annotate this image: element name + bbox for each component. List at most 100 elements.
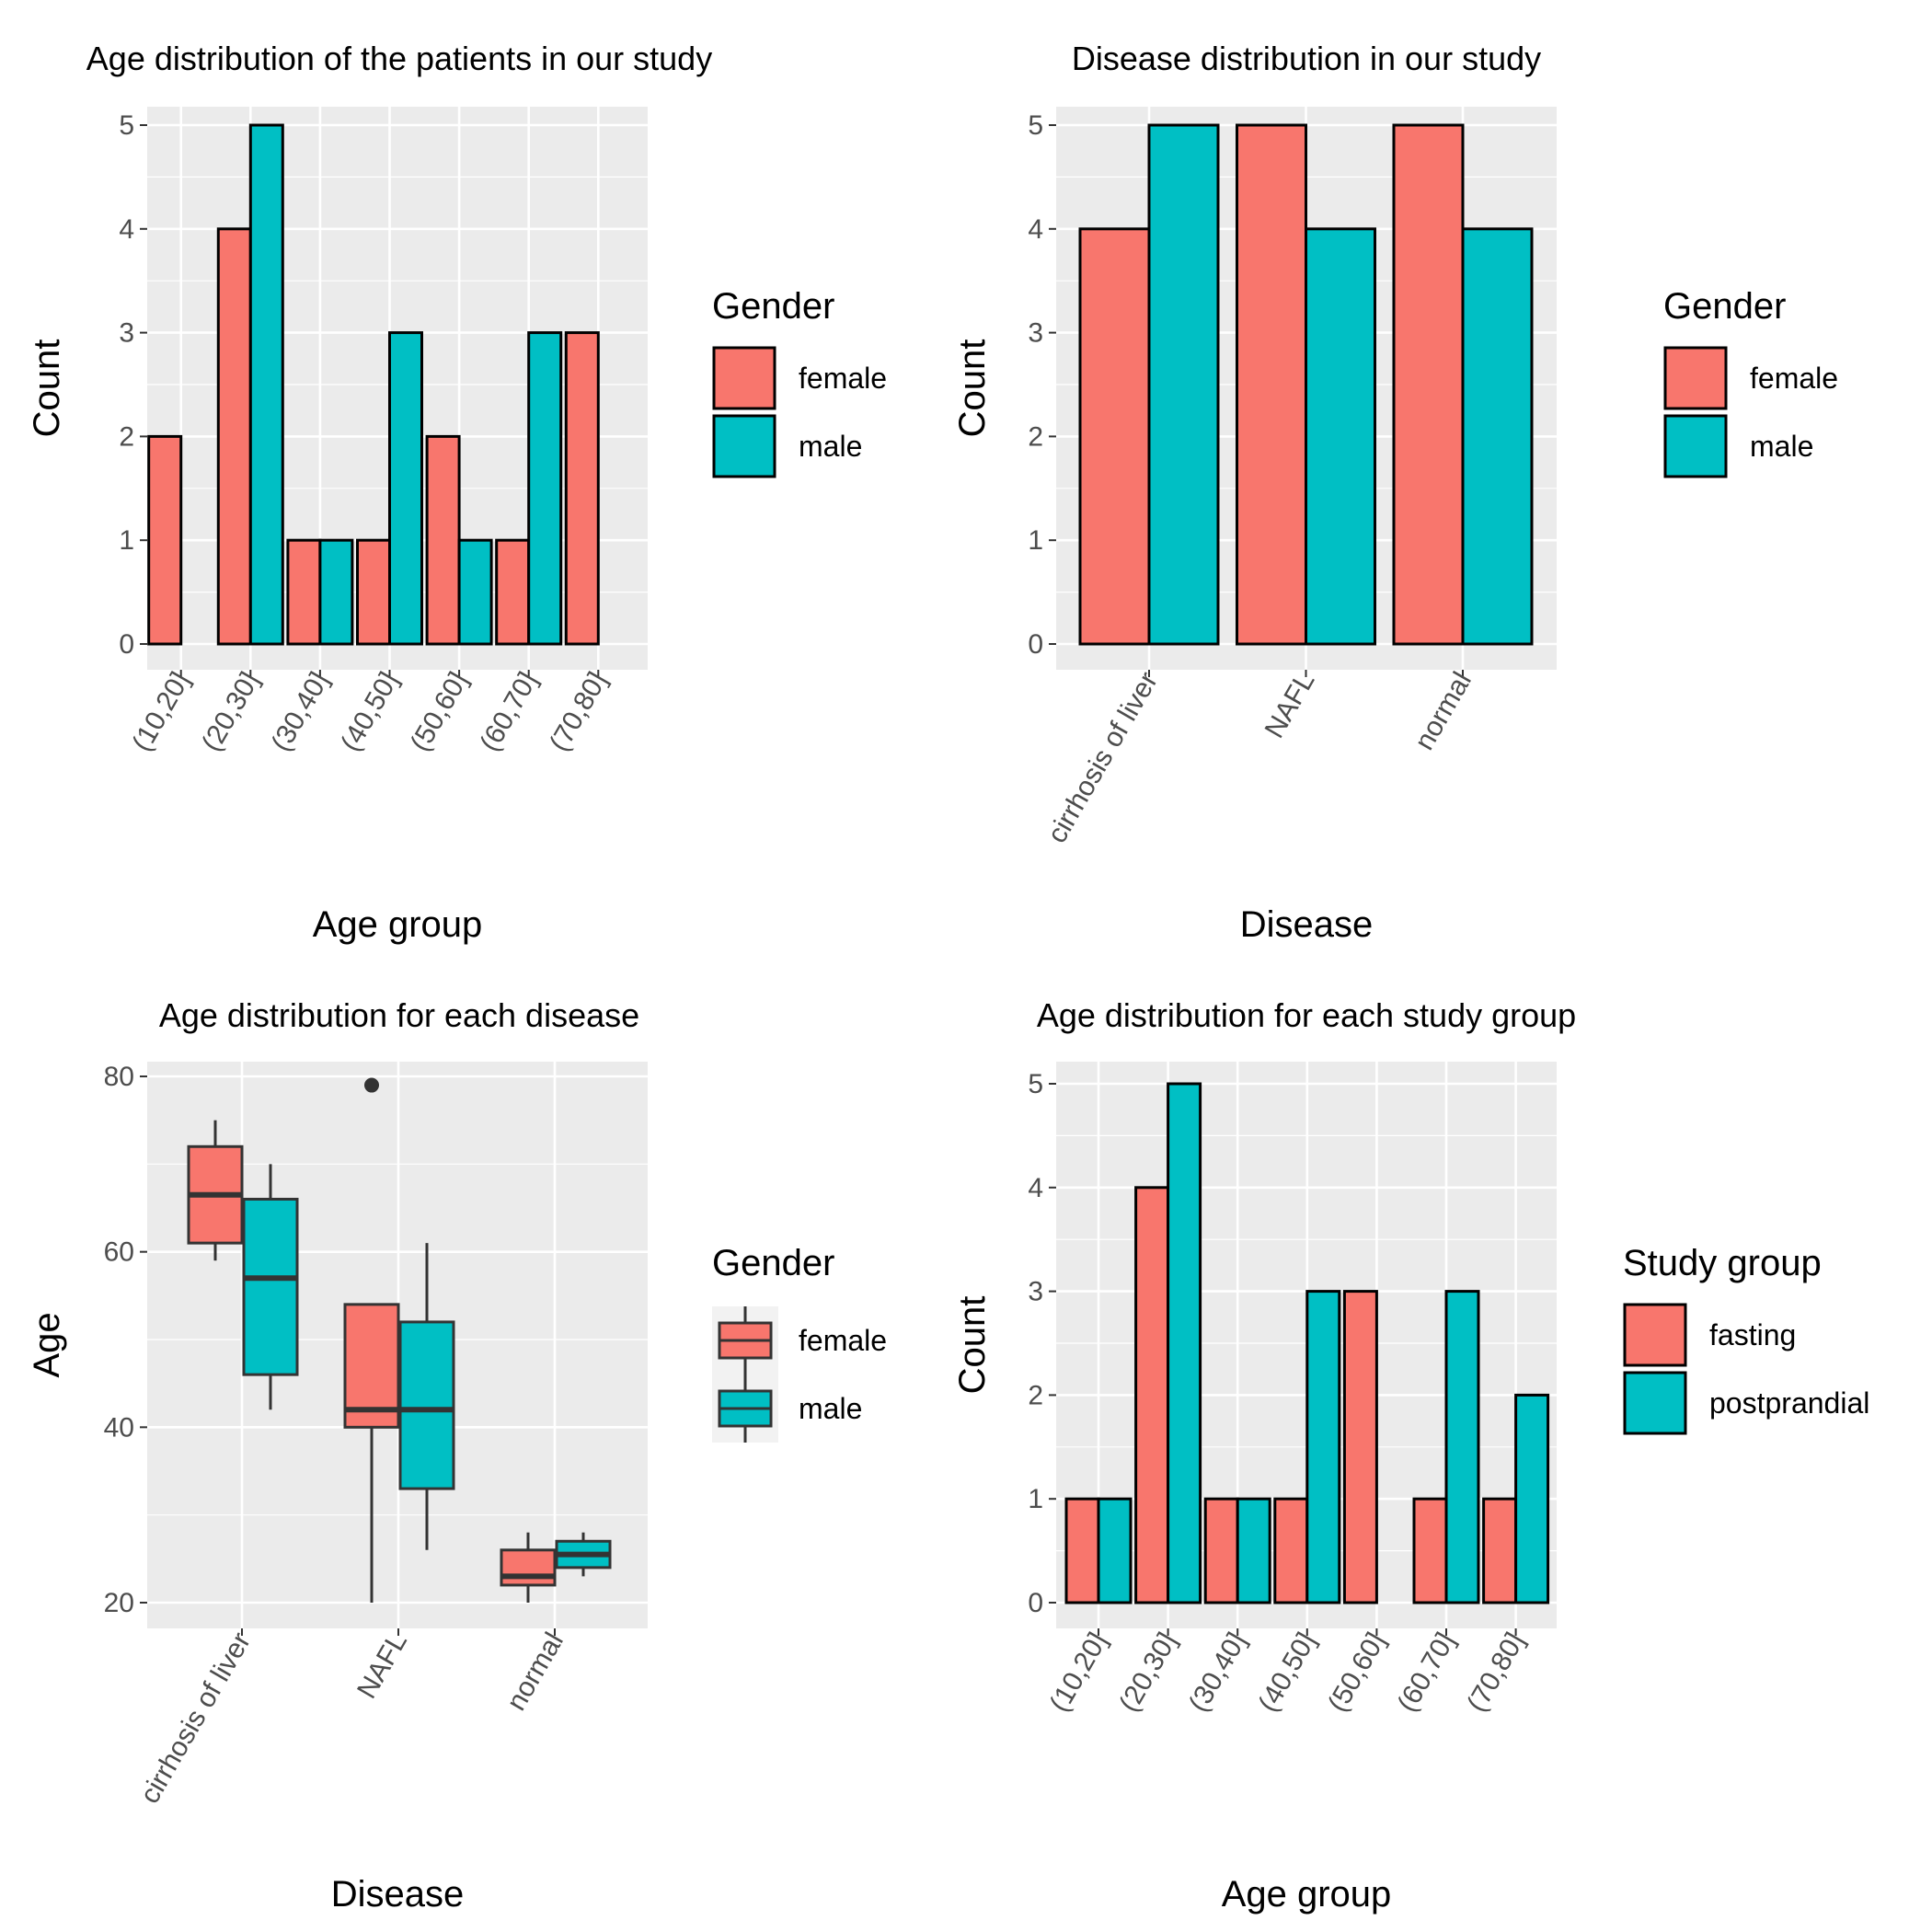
- x-tick-label: cirrhosis of liver: [1041, 667, 1164, 848]
- chart-panel-1: Age distribution of the patients in our …: [27, 40, 887, 945]
- bar-fasting: [1273, 1497, 1309, 1604]
- bar-postprandial: [1514, 1393, 1550, 1604]
- legend-label-male: male: [1750, 430, 1813, 463]
- chart-title: Age distribution for each study group: [1037, 996, 1576, 1034]
- x-tick-label: NAFL: [351, 1627, 413, 1704]
- bar-female: [356, 538, 391, 646]
- bar-fasting: [1482, 1497, 1518, 1604]
- bar-male: [527, 331, 563, 646]
- x-tick-label: (10,20]: [1044, 1627, 1113, 1717]
- y-tick-label: 20: [104, 1588, 134, 1618]
- legend-label-female: female: [799, 362, 887, 395]
- bar-female: [1078, 227, 1151, 646]
- bar-female: [147, 434, 183, 646]
- legend-title: Study group: [1623, 1243, 1822, 1283]
- bar-male: [1147, 123, 1220, 646]
- x-tick-label: cirrhosis of liver: [134, 1627, 257, 1809]
- y-tick-label: 2: [1028, 1380, 1043, 1410]
- y-tick-label: 60: [104, 1237, 134, 1268]
- legend-title: Gender: [712, 1243, 834, 1283]
- y-tick-label: 0: [1028, 629, 1043, 660]
- bar-fasting: [1134, 1186, 1170, 1604]
- bar-male: [248, 123, 284, 646]
- y-tick-label: 3: [1028, 1277, 1043, 1307]
- legend-key-fasting: [1623, 1303, 1687, 1367]
- y-tick-label: 80: [104, 1062, 134, 1092]
- x-tick-label: (20,30]: [1113, 1627, 1182, 1717]
- x-axis-title: Age group: [1222, 1874, 1392, 1915]
- legend-key-female: [712, 346, 776, 410]
- boxplot-female: [343, 1077, 400, 1603]
- boxplot-male: [398, 1243, 455, 1550]
- legend-key-male: [1663, 414, 1728, 478]
- x-tick-label: (40,50]: [1253, 1627, 1322, 1717]
- y-tick-label: 5: [1028, 1069, 1043, 1099]
- x-tick-label: (50,60]: [405, 667, 474, 756]
- chart-title: Age distribution for each disease: [159, 996, 639, 1034]
- y-axis-title: Age: [27, 1312, 67, 1377]
- x-tick-label: (60,70]: [1392, 1627, 1461, 1717]
- boxplot-male: [555, 1532, 612, 1577]
- legend: Gender female male: [1663, 286, 1838, 478]
- box-body: [343, 1303, 400, 1429]
- x-tick-label: (70,80]: [544, 667, 613, 756]
- legend-label-male: male: [799, 1392, 862, 1425]
- legend-label-female: female: [1750, 362, 1838, 395]
- box-body: [242, 1197, 299, 1376]
- bar-female: [286, 538, 322, 646]
- x-tick-label: (30,40]: [266, 667, 335, 756]
- legend-title: Gender: [1663, 286, 1786, 327]
- bar-male: [318, 538, 354, 646]
- y-tick-label: 4: [1028, 214, 1043, 245]
- bar-fasting: [1412, 1497, 1448, 1604]
- chart-panel-2: Disease distribution in our study 0 1 2 3 4 5 c…: [952, 40, 1838, 945]
- legend-key-postprandial: [1623, 1371, 1687, 1435]
- y-tick-label: 3: [119, 318, 134, 349]
- legend-title: Gender: [712, 286, 834, 327]
- legend-label-fasting: fasting: [1709, 1318, 1796, 1351]
- chart-title: Disease distribution in our study: [1072, 40, 1541, 77]
- y-axis-title: Count: [952, 1296, 993, 1395]
- y-tick-label: 1: [119, 525, 134, 556]
- chart-panel-4: Age distribution for each study group 0 1 2…: [952, 996, 1869, 1915]
- legend: Gender female male: [712, 1243, 887, 1443]
- bar-fasting: [1064, 1497, 1100, 1604]
- y-tick-label: 0: [1028, 1588, 1043, 1618]
- x-tick-label: (30,40]: [1183, 1627, 1252, 1717]
- bar-postprandial: [1236, 1497, 1271, 1604]
- bar-male: [1305, 227, 1376, 646]
- box-body: [398, 1320, 455, 1490]
- x-tick-label: (70,80]: [1461, 1627, 1530, 1717]
- bar-female: [1392, 123, 1465, 646]
- y-tick-label: 4: [1028, 1173, 1043, 1203]
- bar-female: [1236, 123, 1307, 646]
- x-tick-label: (60,70]: [474, 667, 543, 756]
- chart-title: Age distribution of the patients in our …: [86, 40, 712, 77]
- bar-male: [457, 538, 493, 646]
- legend-label-postprandial: postprandial: [1709, 1386, 1869, 1420]
- y-tick-label: 1: [1028, 1484, 1043, 1514]
- bar-male: [1461, 227, 1534, 646]
- bar-postprandial: [1167, 1082, 1202, 1604]
- x-tick-label: (40,50]: [335, 667, 404, 756]
- legend-label-female: female: [799, 1324, 887, 1357]
- boxplot-female: [187, 1120, 244, 1261]
- bar-postprandial: [1097, 1497, 1133, 1604]
- legend-key-female: [1663, 346, 1728, 410]
- bar-fasting: [1342, 1290, 1378, 1604]
- x-tick-label: normal: [501, 1627, 569, 1716]
- y-axis-title: Count: [27, 339, 67, 438]
- x-axis-title: Age group: [313, 904, 483, 945]
- legend-key-male: [712, 414, 776, 478]
- x-tick-label: normal: [1409, 667, 1478, 755]
- x-tick-label: (20,30]: [196, 667, 265, 756]
- outlier-point: [364, 1077, 379, 1093]
- y-tick-label: 3: [1028, 318, 1043, 349]
- x-tick-label: NAFL: [1259, 667, 1321, 743]
- boxplot-male: [242, 1164, 299, 1410]
- box-body: [500, 1548, 557, 1587]
- y-tick-label: 5: [119, 110, 134, 141]
- y-tick-label: 40: [104, 1412, 134, 1443]
- x-axis-title: Disease: [1240, 904, 1374, 945]
- x-tick-label: (10,20]: [126, 667, 195, 756]
